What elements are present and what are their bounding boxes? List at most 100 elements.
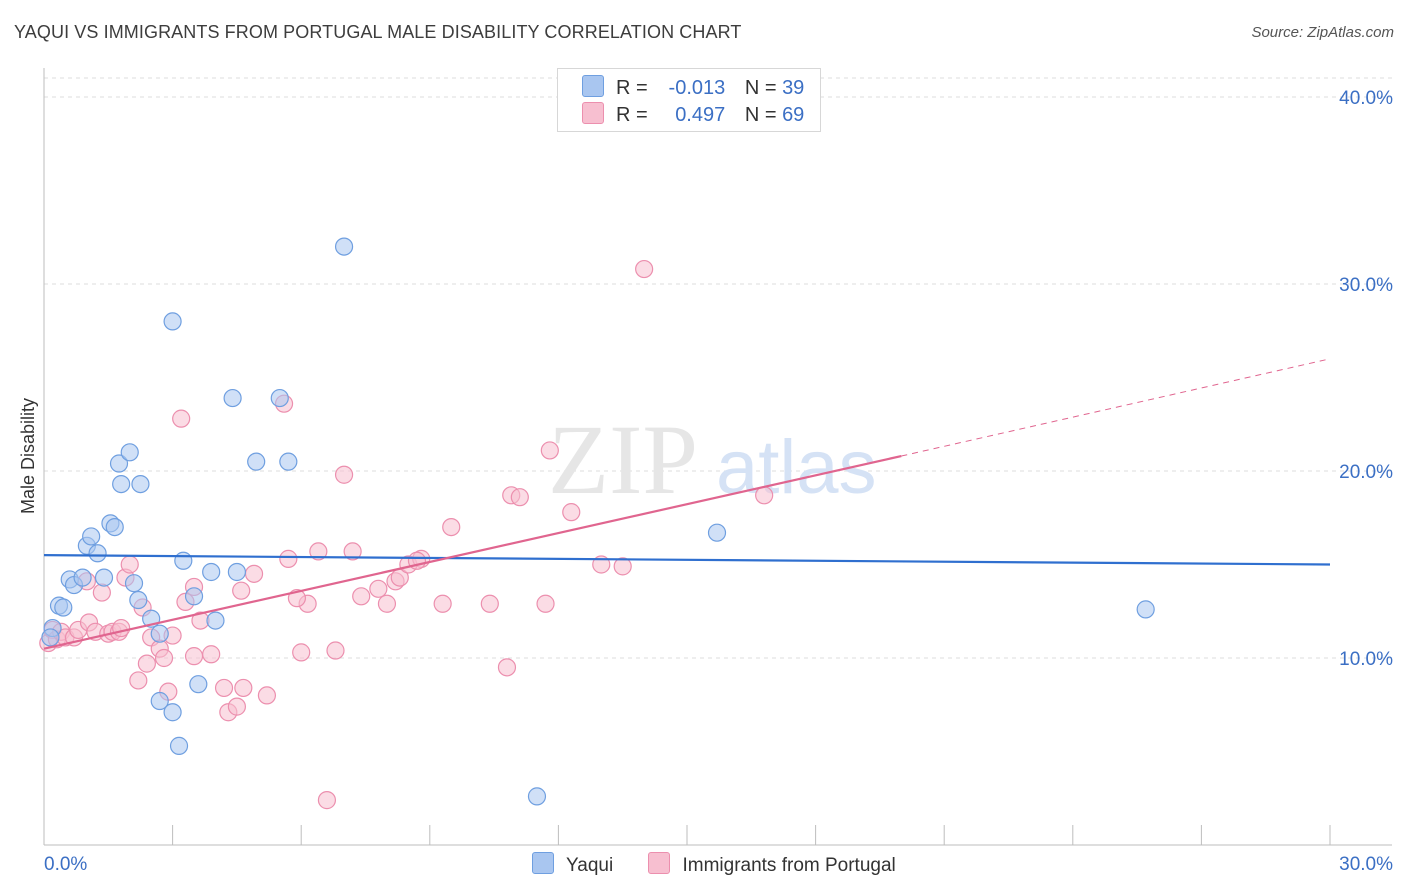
- point-portugal: [112, 618, 131, 638]
- axes: [43, 68, 1392, 846]
- trend-extension-portugal: [901, 358, 1331, 457]
- point-portugal: [755, 486, 774, 505]
- point-yaqui: [163, 703, 182, 722]
- point-portugal: [613, 557, 632, 576]
- point-portugal: [92, 583, 111, 602]
- point-portugal: [154, 648, 174, 668]
- y-tick-label: 10.0%: [1339, 649, 1393, 670]
- point-portugal: [352, 587, 371, 606]
- point-portugal: [369, 579, 388, 598]
- trend-line-yaqui: [43, 554, 1331, 566]
- legend-n-value: 69: [782, 104, 805, 126]
- point-yaqui: [1136, 600, 1155, 619]
- series-legend-portugal: Immigrants from Portugal: [648, 852, 896, 877]
- point-yaqui: [223, 388, 242, 408]
- point-portugal: [317, 791, 337, 810]
- point-portugal: [184, 647, 204, 666]
- series-label-yaqui: Yaqui: [566, 855, 614, 876]
- point-portugal: [172, 409, 191, 428]
- x-tick-label: 0.0%: [44, 854, 87, 875]
- point-yaqui: [41, 628, 60, 647]
- point-yaqui: [112, 474, 131, 494]
- point-portugal: [377, 594, 397, 613]
- point-yaqui: [184, 587, 204, 606]
- correlation-legend: R = -0.013 N = 39 R = 0.497 N = 69: [557, 68, 821, 132]
- trend-line-portugal: [43, 454, 902, 650]
- point-portugal: [334, 465, 354, 484]
- point-yaqui: [202, 562, 221, 582]
- point-portugal: [244, 564, 264, 583]
- point-yaqui: [54, 598, 73, 617]
- point-portugal: [227, 697, 246, 716]
- point-portugal: [214, 678, 234, 698]
- point-portugal: [540, 441, 559, 460]
- y-tick-labels: 10.0% 20.0% 30.0% 40.0%: [1339, 88, 1393, 670]
- point-yaqui: [105, 517, 124, 537]
- legend-row-yaqui: R = -0.013 N = 39: [582, 75, 804, 99]
- watermark-zip: ZIP: [548, 404, 698, 515]
- chart-title: YAQUI VS IMMIGRANTS FROM PORTUGAL MALE D…: [14, 22, 742, 42]
- point-portugal: [129, 671, 148, 690]
- point-portugal: [309, 542, 328, 561]
- series-swatch-yaqui: [532, 852, 554, 874]
- point-portugal: [120, 555, 139, 574]
- y-tick-label: 40.0%: [1339, 88, 1393, 109]
- point-yaqui: [109, 454, 129, 473]
- point-portugal: [257, 686, 277, 705]
- point-portugal: [137, 654, 156, 673]
- point-yaqui: [94, 568, 114, 587]
- point-portugal: [510, 488, 529, 507]
- legend-r-value: 0.497: [675, 104, 726, 126]
- series-legend: Yaqui Immigrants from Portugal: [532, 852, 926, 877]
- point-yaqui: [82, 527, 101, 546]
- y-axis-label: Male Disability: [18, 398, 38, 514]
- point-yaqui: [270, 388, 289, 408]
- x-tick-labels: 0.0% 30.0%: [44, 854, 1393, 875]
- point-yaqui: [150, 624, 169, 643]
- point-yaqui: [169, 736, 189, 755]
- point-portugal: [232, 581, 251, 600]
- point-yaqui: [88, 544, 107, 563]
- point-yaqui: [279, 452, 298, 471]
- legend-row-portugal: R = 0.497 N = 69: [582, 102, 804, 126]
- series-swatch-portugal: [648, 852, 671, 874]
- x-tick-label: 30.0%: [1339, 854, 1393, 875]
- point-portugal: [497, 658, 517, 677]
- series-legend-yaqui: Yaqui: [532, 852, 613, 877]
- point-yaqui: [124, 574, 144, 593]
- point-yaqui: [334, 237, 354, 256]
- point-yaqui: [73, 568, 92, 587]
- legend-n-value: 39: [782, 77, 805, 99]
- point-yaqui: [174, 551, 193, 570]
- point-portugal: [292, 643, 311, 662]
- point-portugal: [326, 641, 345, 660]
- point-portugal: [536, 594, 555, 613]
- point-yaqui: [189, 675, 208, 694]
- point-yaqui: [163, 312, 182, 331]
- point-portugal: [635, 259, 654, 279]
- legend-n-label: N =: [744, 77, 777, 99]
- point-yaqui: [527, 787, 547, 806]
- point-yaqui: [206, 611, 225, 630]
- y-tick-label: 30.0%: [1339, 275, 1393, 296]
- legend-n-label: N =: [744, 104, 777, 126]
- point-portugal: [562, 503, 581, 522]
- point-portugal: [343, 542, 362, 561]
- point-yaqui: [131, 474, 150, 494]
- legend-swatch-portugal: [582, 102, 604, 124]
- point-yaqui: [247, 452, 266, 471]
- point-yaqui: [707, 523, 727, 542]
- legend-swatch-yaqui: [582, 75, 604, 97]
- legend-r-label: R =: [616, 77, 648, 99]
- point-portugal: [279, 549, 298, 568]
- trend-lines: [43, 358, 1331, 650]
- point-yaqui: [227, 562, 246, 582]
- point-portugal: [480, 594, 499, 613]
- point-portugal: [234, 678, 253, 698]
- point-portugal: [442, 517, 461, 537]
- point-yaqui: [129, 590, 148, 610]
- point-portugal: [202, 645, 221, 664]
- watermark: ZIP atlas: [548, 404, 877, 515]
- legend-r-label: R =: [616, 104, 648, 126]
